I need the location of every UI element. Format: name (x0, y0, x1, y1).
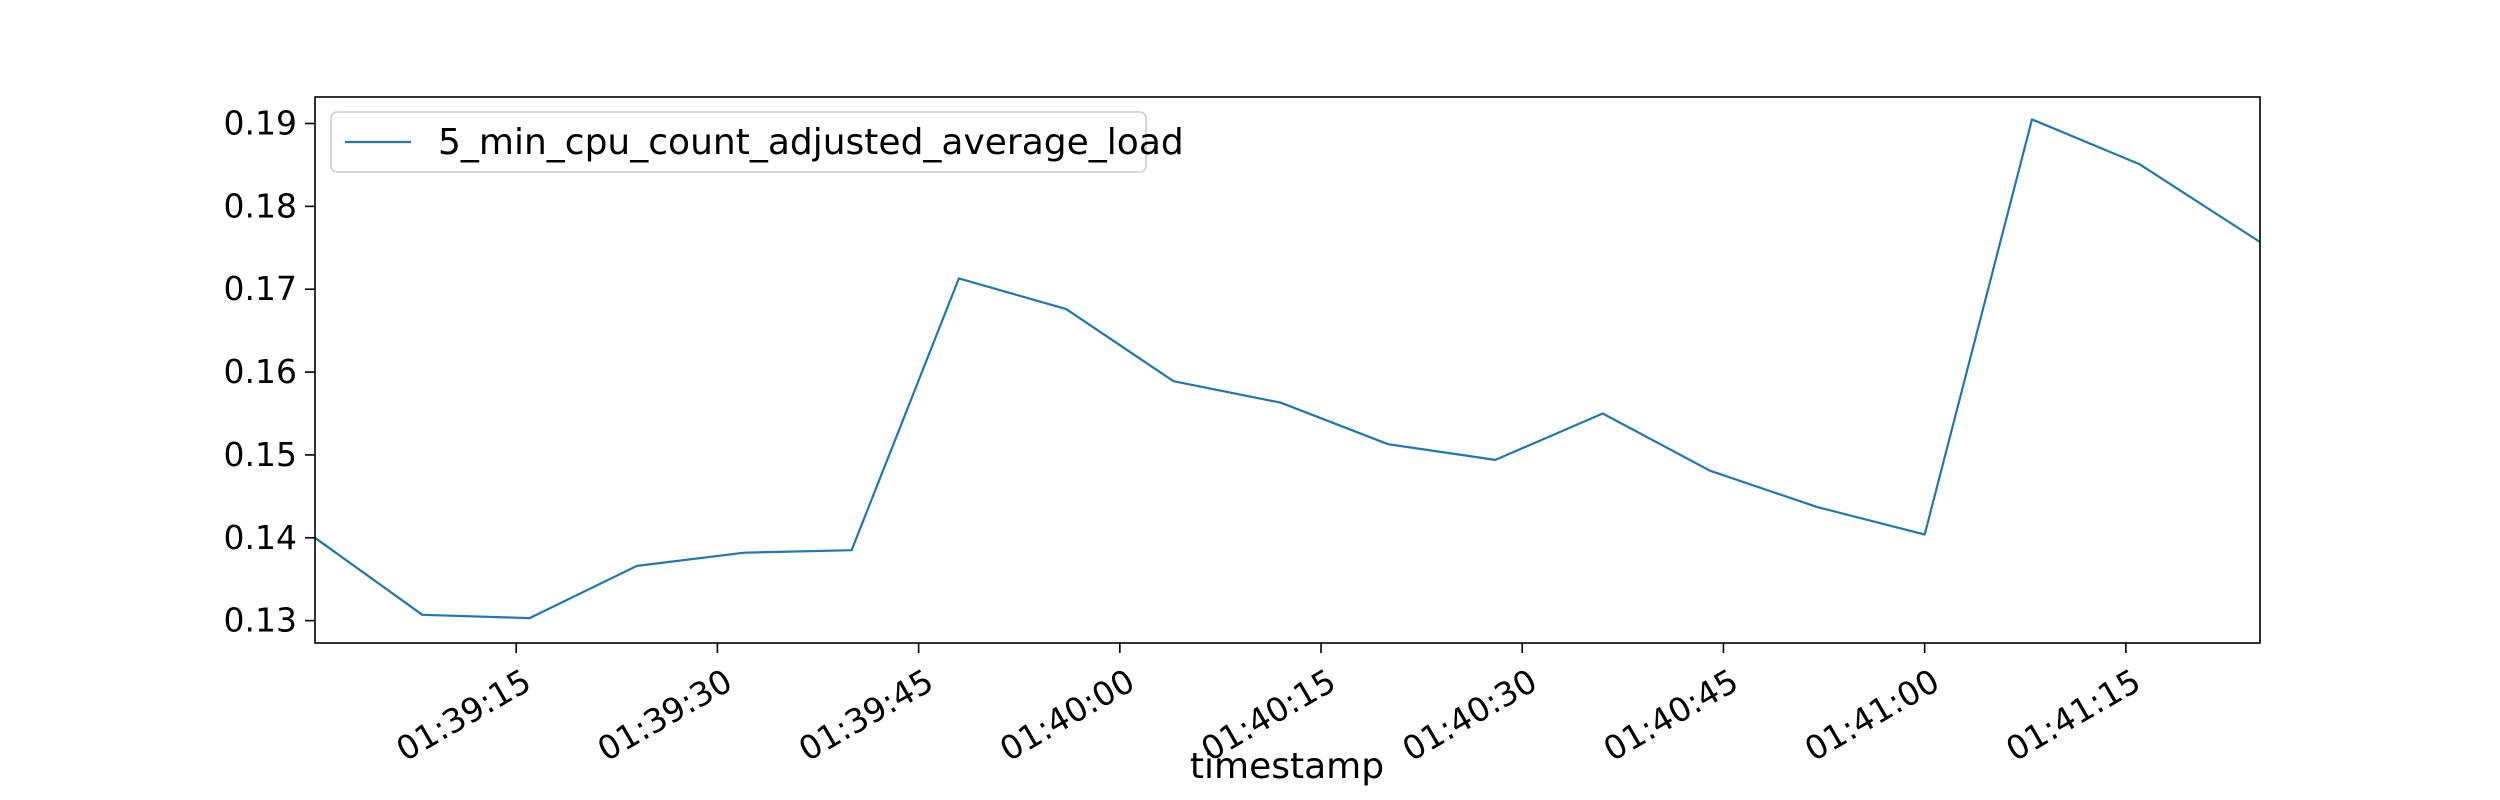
x-tick-label: 01:39:15 (390, 661, 538, 769)
x-tick-label: 01:40:30 (1396, 661, 1544, 769)
x-tick-label: 01:39:30 (591, 661, 739, 769)
x-tick-label: 01:40:00 (993, 661, 1141, 769)
legend: 5_min_cpu_count_adjusted_average_load (330, 111, 1184, 173)
y-tick-label: 0.14 (224, 518, 297, 557)
y-tick-label: 0.18 (224, 186, 297, 225)
y-tick-label: 0.19 (224, 104, 297, 143)
x-tick-label: 01:40:45 (1597, 661, 1745, 769)
series-layer (314, 118, 2261, 620)
y-tick-label: 0.17 (224, 269, 297, 308)
y-tick-label: 0.16 (224, 352, 297, 391)
series-line-0 (314, 118, 2261, 620)
x-tick-label: 01:41:15 (1999, 661, 2147, 769)
y-tick-label: 0.13 (224, 601, 297, 640)
x-tick-label: 01:39:45 (792, 661, 940, 769)
y-axis: 0.13 0.14 0.15 0.16 0.17 0.18 0.19 (224, 104, 315, 640)
legend-box (330, 111, 1147, 173)
x-tick-label: 01:41:00 (1798, 661, 1946, 769)
x-axis-label: timestamp (1190, 746, 1384, 787)
legend-entry-label: 5_min_cpu_count_adjusted_average_load (438, 122, 1184, 163)
y-tick-label: 0.15 (224, 435, 297, 474)
plot-area (315, 97, 2260, 643)
plot-frame (314, 96, 2261, 644)
